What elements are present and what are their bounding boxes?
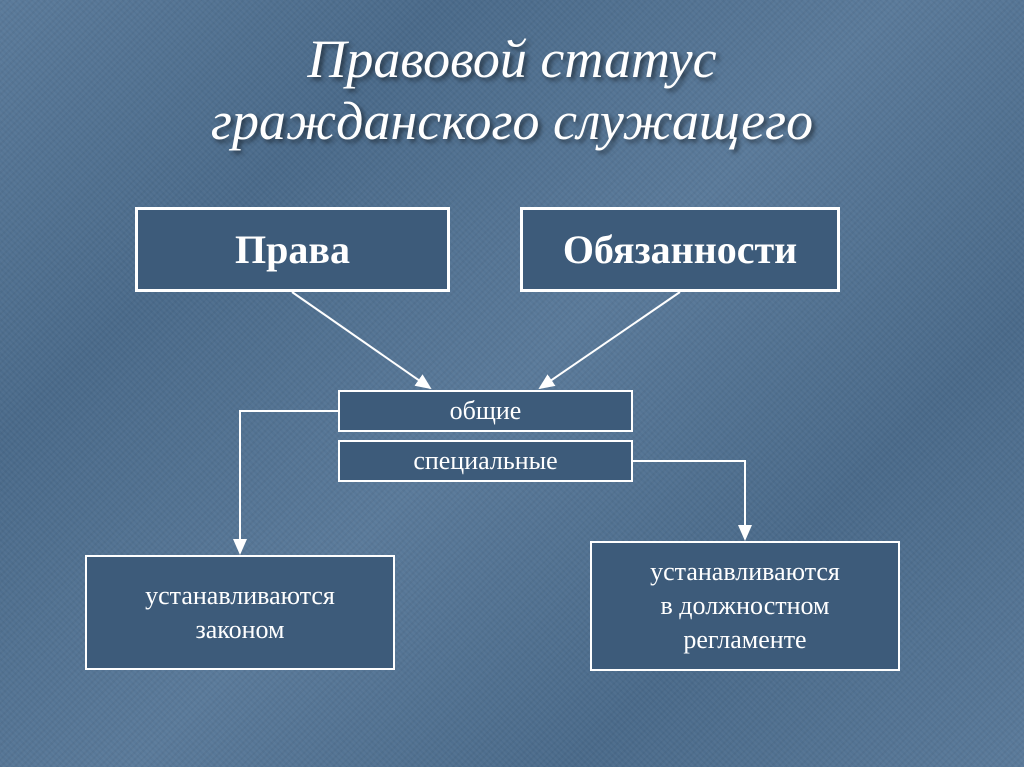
box-by-law-line1: устанавливаются: [145, 579, 335, 613]
box-special-label: специальные: [413, 446, 557, 476]
box-by-regulation-line1: устанавливаются: [650, 555, 840, 589]
box-general: общие: [338, 390, 633, 432]
box-by-law: устанавливаются законом: [85, 555, 395, 670]
box-by-regulation-line3: регламенте: [683, 623, 806, 657]
slide-content: Правовой статус гражданского служащего П…: [0, 0, 1024, 767]
box-rights-label: Права: [235, 226, 350, 273]
box-by-law-line2: законом: [196, 613, 285, 647]
box-by-regulation: устанавливаются в должностном регламенте: [590, 541, 900, 671]
title-line-2: гражданского служащего: [0, 90, 1024, 152]
box-duties: Обязанности: [520, 207, 840, 292]
box-duties-label: Обязанности: [563, 226, 797, 273]
title-line-1: Правовой статус: [0, 28, 1024, 90]
box-special: специальные: [338, 440, 633, 482]
slide-title: Правовой статус гражданского служащего: [0, 0, 1024, 152]
box-by-regulation-line2: в должностном: [661, 589, 830, 623]
box-general-label: общие: [450, 396, 522, 426]
box-rights: Права: [135, 207, 450, 292]
